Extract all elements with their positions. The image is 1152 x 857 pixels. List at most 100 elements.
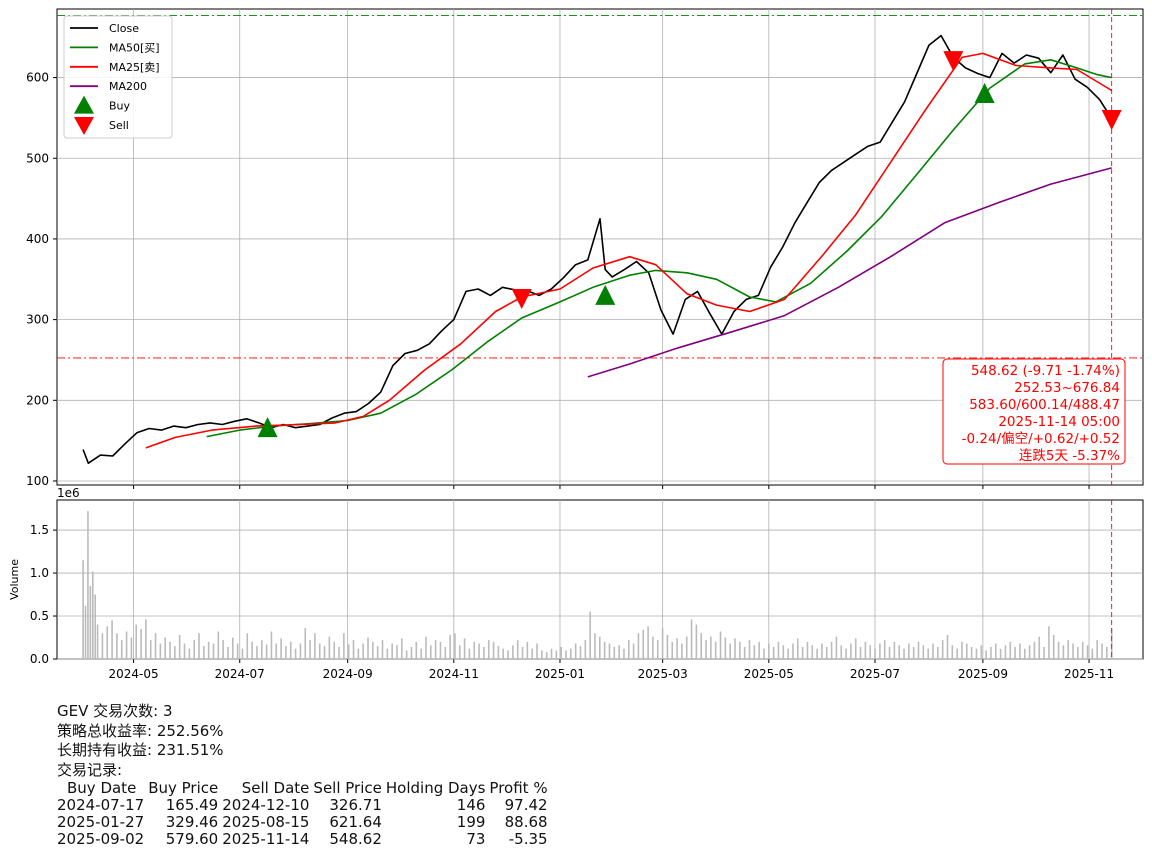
volume-bar — [685, 636, 688, 659]
volume-bar — [946, 634, 949, 659]
volume-bar — [917, 641, 920, 659]
sell-marker — [943, 51, 964, 72]
volume-bar — [854, 638, 857, 659]
annotation-line: 583.60/600.14/488.47 — [969, 397, 1120, 413]
cell-buy-date: 2025-01-27 — [57, 813, 145, 831]
volume-bar — [376, 646, 379, 659]
legend-label: MA50[买] — [109, 41, 160, 54]
cell-profit: 88.68 — [504, 813, 548, 831]
volume-bar — [531, 648, 533, 659]
volume-bar — [768, 643, 770, 659]
price-y-tick-label: 500 — [26, 151, 49, 165]
volume-bar — [347, 644, 350, 659]
volume-bar — [647, 626, 649, 659]
volume-bar — [289, 641, 292, 659]
volume-bar — [560, 646, 562, 659]
volume-bar — [908, 643, 910, 659]
cell-holding-days: 73 — [466, 830, 486, 848]
volume-bar — [570, 648, 572, 659]
volume-bar — [458, 645, 461, 659]
price-y-tick-label: 200 — [26, 393, 49, 407]
volume-bar — [792, 643, 794, 659]
volume-bar — [318, 643, 321, 659]
price-y-tick-label: 300 — [26, 313, 49, 327]
volume-bar — [84, 605, 87, 659]
volume-bar — [608, 643, 611, 659]
volume-bar — [623, 648, 625, 659]
volume-bar — [478, 643, 480, 659]
volume-bar — [975, 648, 978, 659]
volume-bar — [555, 650, 558, 659]
volume-bar — [850, 643, 852, 659]
volume-bar — [1081, 641, 1084, 659]
volume-bar — [439, 641, 442, 659]
volume-bar — [994, 643, 997, 659]
volume-bar — [135, 624, 138, 659]
volume-bar — [333, 641, 336, 659]
volume-bar — [710, 636, 712, 659]
price-y-tick-label: 100 — [26, 474, 49, 488]
buy-marker — [974, 83, 995, 104]
volume-bar — [816, 648, 818, 659]
volume-bar — [1067, 640, 1070, 659]
volume-bar — [637, 633, 640, 659]
volume-bar — [652, 636, 654, 659]
volume-bar — [893, 641, 896, 659]
volume-panel-frame — [56, 499, 1144, 660]
volume-bar — [627, 640, 630, 659]
x-tick-label: 2024-05 — [109, 667, 159, 681]
volume-bar — [526, 641, 529, 659]
trade-count-line: GEV 交易次数: 3 — [57, 702, 173, 720]
volume-y-tick-label: 0.0 — [30, 652, 49, 666]
price-y-tick-label: 400 — [26, 232, 49, 246]
buy-marker — [257, 417, 278, 438]
volume-bar — [739, 641, 741, 659]
volume-bar — [159, 643, 162, 659]
volume-bar — [1091, 648, 1094, 659]
volume-bar — [265, 644, 268, 659]
x-tick-label: 2025-01 — [535, 667, 585, 681]
volume-y-tick-label: 0.5 — [30, 609, 49, 623]
volume-bar — [401, 638, 403, 659]
volume-bar — [372, 641, 374, 659]
volume-bar — [227, 646, 229, 659]
volume-bar — [410, 646, 413, 659]
series-line — [587, 167, 1112, 378]
volume-bar — [396, 645, 398, 659]
volume-bar — [502, 648, 505, 659]
volume-bar — [425, 636, 427, 659]
volume-bar — [512, 645, 514, 659]
volume-bar — [222, 640, 224, 659]
volume-bar — [690, 619, 693, 659]
volume-bar — [241, 648, 244, 659]
volume-bar — [1038, 636, 1041, 659]
volume-bar — [106, 626, 109, 659]
volume-bar — [94, 594, 96, 659]
cell-buy-date: 2024-07-17 — [57, 796, 145, 814]
volume-y-tick-label: 1.0 — [30, 566, 49, 580]
trade-log-heading: 交易记录: — [57, 760, 123, 779]
cell-holding-days: 199 — [456, 813, 486, 831]
volume-bar — [574, 643, 577, 659]
volume-bar — [676, 638, 678, 659]
volume-bar — [145, 619, 147, 659]
cell-profit: 97.42 — [504, 796, 548, 814]
volume-bar — [246, 633, 249, 659]
volume-bar — [695, 624, 698, 659]
volume-bar — [705, 640, 707, 659]
volume-bar — [87, 511, 89, 659]
volume-y-tick-label: 1.5 — [30, 523, 49, 537]
volume-bar — [212, 643, 215, 659]
volume-bar — [275, 643, 278, 659]
volume-bar — [304, 628, 307, 659]
strategy-return-line: 策略总收益率: 252.56% — [57, 721, 224, 740]
volume-bar — [545, 652, 548, 659]
volume-bar — [879, 643, 881, 659]
volume-bar — [280, 638, 282, 659]
series-line — [206, 59, 1112, 438]
header-sell-price: Sell Price — [313, 779, 382, 797]
trade-log-table: Buy Date Buy Price Sell Date Sell Price … — [57, 780, 552, 848]
volume-bar — [700, 633, 703, 659]
x-tick-label: 2025-03 — [638, 667, 688, 681]
volume-bar — [483, 646, 485, 659]
